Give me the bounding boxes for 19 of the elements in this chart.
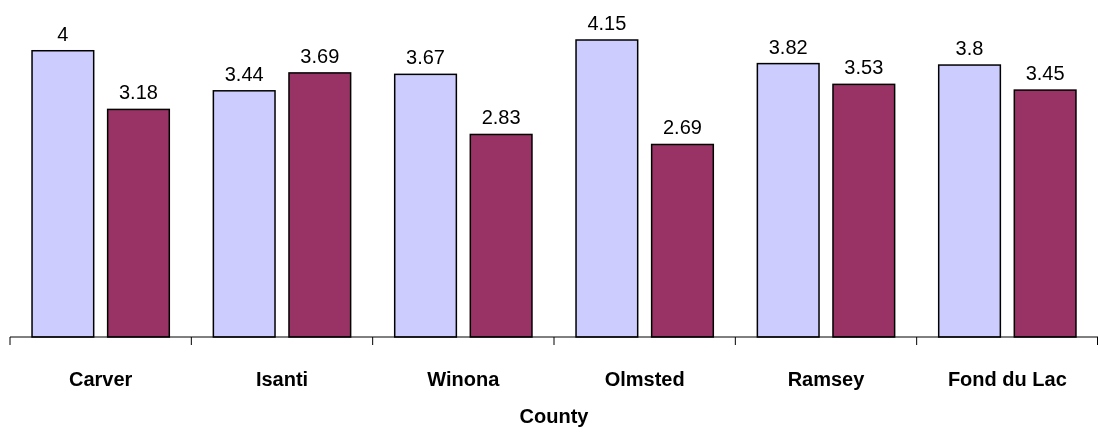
data-label: 3.45 [1025, 62, 1065, 85]
x-tick-label: Carver [68, 368, 133, 390]
data-label: 3.67 [406, 46, 445, 69]
data-label: 2.83 [481, 106, 521, 129]
data-label: 3.53 [844, 56, 884, 79]
x-tick-label: Fond du Lac [947, 368, 1067, 390]
x-tick-label: Winona [427, 368, 501, 390]
x-tick-label: Ramsey [787, 368, 866, 390]
data-label: 3.8 [955, 37, 984, 60]
data-label: 3.82 [768, 35, 808, 58]
data-label: 4.15 [587, 12, 627, 34]
x-tick-label: Isanti [255, 368, 309, 390]
data-label: 3.18 [119, 81, 158, 104]
x-tick-label: Olmsted [604, 368, 685, 390]
data-label: 4 [57, 22, 69, 45]
data-label: 3.44 [224, 62, 264, 85]
data-label: 2.69 [663, 116, 702, 139]
x-axis-title: County [519, 405, 590, 427]
data-label: 3.69 [300, 44, 340, 67]
